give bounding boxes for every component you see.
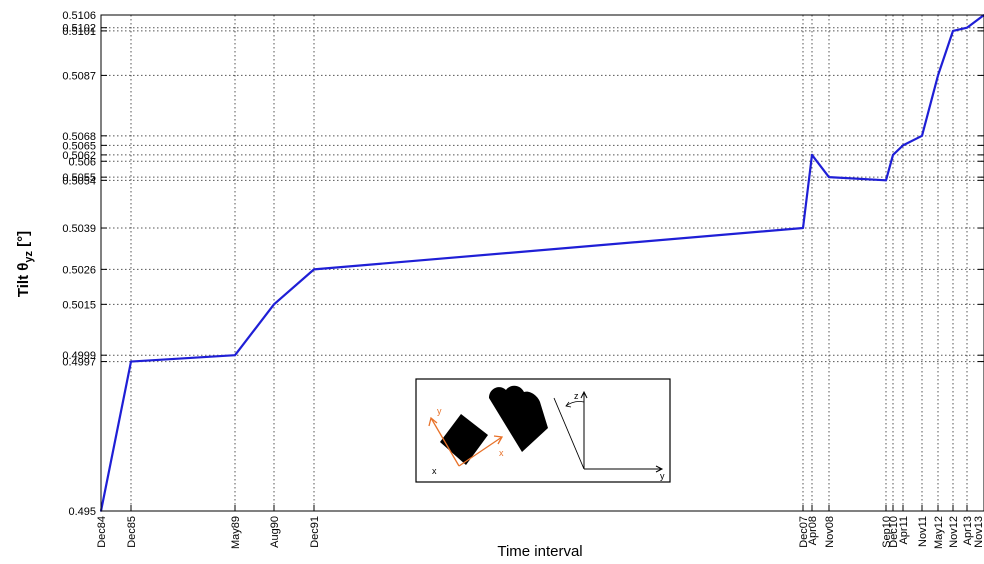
y-tick-label: 0.5054 xyxy=(62,175,96,187)
y-axis-title-sub: yz xyxy=(23,251,35,263)
data-point xyxy=(892,153,894,156)
y-tick-label: 0.5015 xyxy=(62,299,96,311)
y-tick-label: 0.5055 xyxy=(62,172,96,184)
series-line xyxy=(99,14,984,512)
data-point xyxy=(828,176,830,179)
data-point xyxy=(966,26,968,29)
x-tick-label: Dec07 xyxy=(798,516,810,548)
inset-label-z: z xyxy=(574,391,579,401)
data-point xyxy=(885,179,887,182)
data-point xyxy=(130,360,132,363)
x-tick-label: Dec85 xyxy=(126,516,138,548)
data-point xyxy=(952,29,954,32)
y-tick-label: 0.5068 xyxy=(62,131,96,143)
y-tick-label: 0.5062 xyxy=(62,150,96,162)
y-tick-label: 0.5101 xyxy=(62,26,96,38)
x-tick-label: Apr13 xyxy=(962,516,974,545)
inset-axis-x1 xyxy=(458,436,503,467)
x-tick-label: Dec84 xyxy=(96,516,108,548)
inset-block-large xyxy=(489,385,548,452)
x-tick-label: Nov11 xyxy=(917,516,929,547)
inset-tilt-arc xyxy=(565,401,585,407)
x-tick-label: May12 xyxy=(933,516,945,549)
y-tick-label: 0.5106 xyxy=(62,10,96,22)
y-tick-label: 0.5026 xyxy=(62,264,96,276)
y-tick-label: 0.5065 xyxy=(62,140,96,152)
inset-label-y1: y xyxy=(437,406,442,416)
x-tick-label: May89 xyxy=(230,516,242,549)
inset-tilt-line xyxy=(553,397,585,470)
data-point xyxy=(921,134,923,137)
data-point xyxy=(313,268,315,271)
inset-label-x1: x xyxy=(499,448,504,458)
inset-label-y2: y xyxy=(660,471,665,481)
inset-tilt-arc-arrow xyxy=(565,401,572,408)
y-axis-title: Tilt θyz [°] xyxy=(15,231,35,297)
inset-axis-y2-arrow xyxy=(655,465,664,473)
x-tick-label: Nov12 xyxy=(948,516,960,548)
data-point xyxy=(902,144,904,147)
y-tick-label: 0.5087 xyxy=(62,70,96,82)
x-tick-label: Aug90 xyxy=(269,516,281,548)
y-tick-label: 0.5102 xyxy=(62,23,96,35)
data-point xyxy=(937,74,939,77)
x-axis-title: Time interval xyxy=(497,543,582,560)
inset-axis-y1-arrow xyxy=(428,416,438,427)
data-point xyxy=(802,227,804,229)
inset-axis-z-arrow xyxy=(580,390,588,399)
data-point xyxy=(811,153,813,156)
x-tick-label: Nov08 xyxy=(824,516,836,548)
y-tick-label: 0.4999 xyxy=(62,350,96,362)
y-tick-label: 0.506 xyxy=(68,156,96,168)
data-point xyxy=(234,354,236,357)
x-tick-label: Dec10 xyxy=(888,516,900,548)
y-tick-label: 0.5039 xyxy=(62,223,96,235)
data-series xyxy=(99,14,984,512)
inset-axis-x1-arrow xyxy=(493,435,504,445)
inset-mark: x xyxy=(432,466,437,476)
x-tick-label: Sep10 xyxy=(881,516,893,548)
data-point xyxy=(273,303,275,306)
inset-diagram: y x x z y xyxy=(415,378,671,483)
inset-block-small xyxy=(440,414,488,465)
y-tick-label: 0.4997 xyxy=(62,357,96,369)
x-tick-label: Nov13 xyxy=(973,516,984,548)
y-tick-label: 0.495 xyxy=(68,506,96,518)
y-axis-title-main: Tilt θ xyxy=(15,263,32,298)
x-tick-label: Dec91 xyxy=(309,516,321,548)
x-tick-label: Apr08 xyxy=(807,516,819,545)
inset-axis-y1 xyxy=(430,417,460,467)
plot-frame xyxy=(100,14,984,512)
x-tick-label: Apr11 xyxy=(898,516,910,545)
y-axis-title-unit: [°] xyxy=(15,231,32,251)
